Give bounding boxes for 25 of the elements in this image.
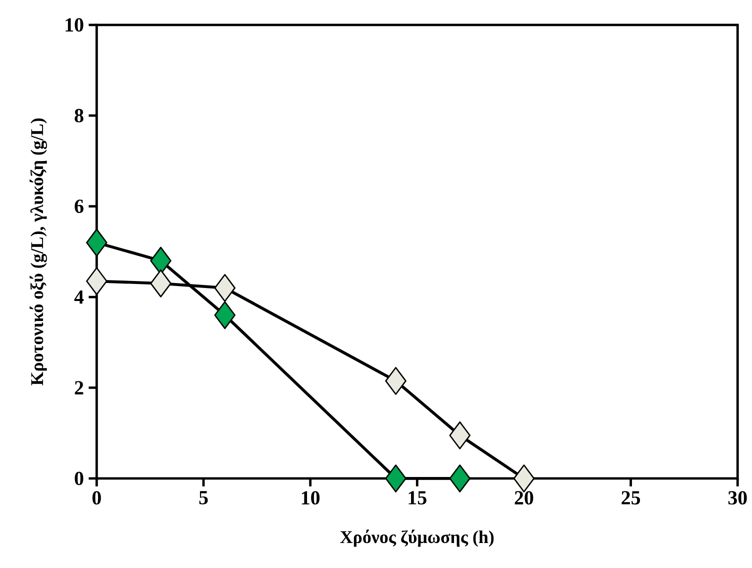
y-tick-label: 6 <box>74 200 84 213</box>
y-tick-label: 8 <box>74 108 84 122</box>
point <box>214 274 236 302</box>
x-tick-label: 15 <box>408 491 426 504</box>
point <box>214 301 236 330</box>
x-tick-label: 0 <box>92 491 101 504</box>
point <box>449 421 471 450</box>
y-tick-label: 10 <box>66 18 84 32</box>
y-tick-label: 4 <box>74 290 84 304</box>
point <box>385 464 406 492</box>
x-tick-label: 30 <box>728 491 747 504</box>
x-tick-label: 20 <box>514 491 534 504</box>
y-axis-title: Κροτονικό οξύ (g/L), γλυκόζη (g/L) <box>30 118 47 386</box>
point <box>449 464 471 492</box>
point <box>385 366 406 395</box>
point <box>86 267 108 296</box>
point <box>86 228 108 256</box>
x-tick-label: 25 <box>622 491 640 504</box>
x-tick-label: 5 <box>199 491 208 504</box>
point <box>513 464 535 492</box>
y-tick-label: 2 <box>74 381 84 394</box>
y-tick-label: 0 <box>74 472 84 486</box>
x-axis-title: Χρόνος ζύμωσης (h) <box>340 530 494 547</box>
point <box>150 269 172 298</box>
x-tick-label: 10 <box>302 491 320 504</box>
